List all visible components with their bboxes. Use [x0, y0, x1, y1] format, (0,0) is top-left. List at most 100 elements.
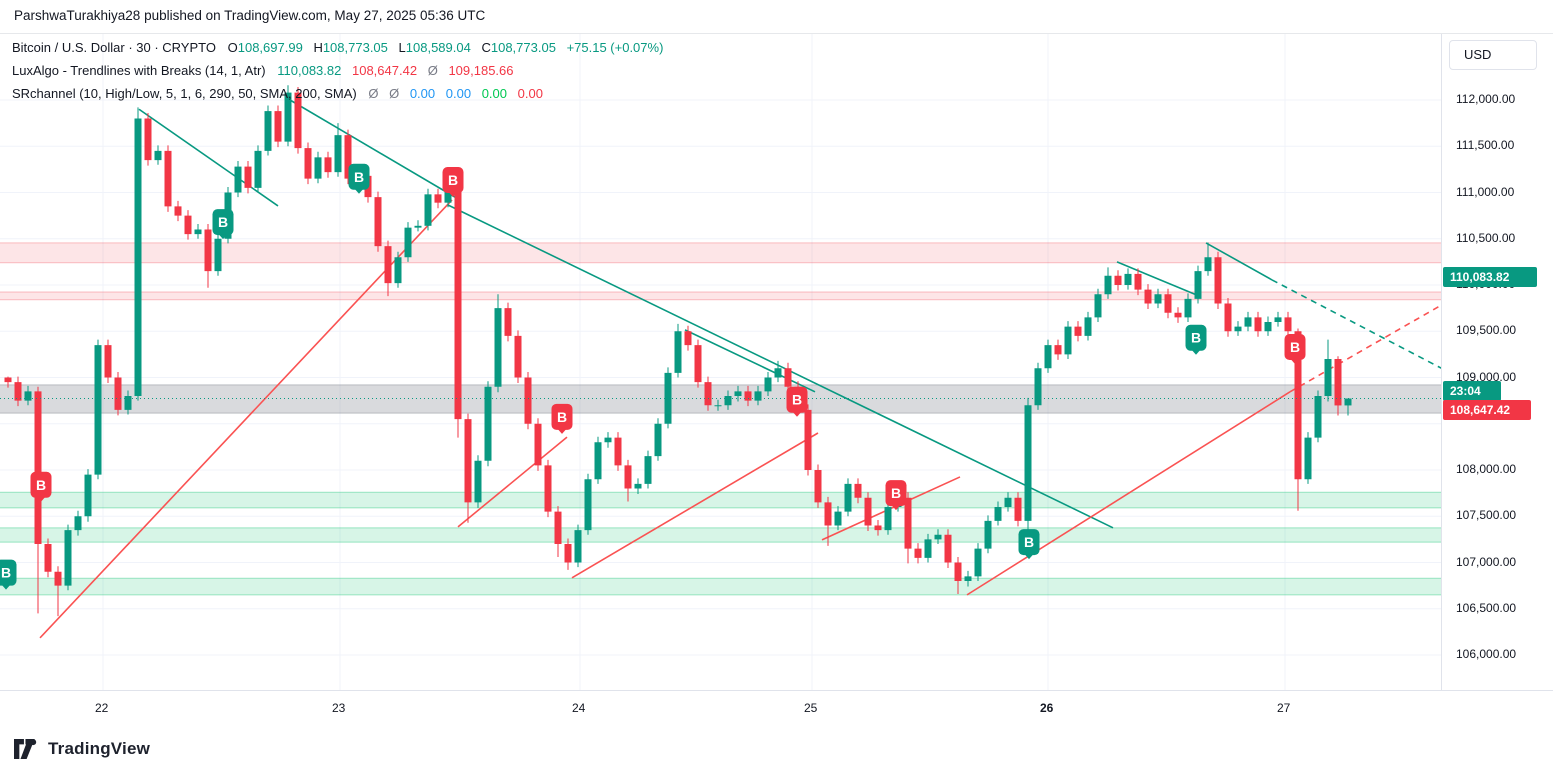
- low-value: 108,589.04: [405, 40, 471, 55]
- candle: [814, 464, 822, 508]
- downtrend-line[interactable]: [1205, 242, 1273, 281]
- svg-text:B: B: [36, 477, 46, 493]
- candle: [574, 524, 582, 568]
- legend-luxalgo-row[interactable]: LuxAlgo - Trendlines with Breaks (14, 1,…: [12, 63, 521, 78]
- srchannel-phi-2: Ø: [389, 86, 400, 101]
- header-divider: [0, 33, 1553, 34]
- candle: [834, 506, 842, 531]
- downtrend-line[interactable]: [289, 99, 456, 198]
- price-tag-bar-countdown: 23:04: [1443, 381, 1501, 402]
- candle: [1344, 398, 1352, 416]
- candle: [1164, 288, 1172, 319]
- candle: [1044, 339, 1052, 373]
- candle: [1064, 321, 1072, 359]
- candle: [804, 404, 812, 476]
- candle: [184, 210, 192, 240]
- candle: [1244, 311, 1252, 332]
- candlestick-chart[interactable]: B B B B B B B B B B B: [0, 34, 1446, 690]
- candle: [164, 145, 172, 212]
- candle: [1214, 251, 1222, 310]
- srchannel-value-4: 0.00: [517, 86, 543, 101]
- candle: [1204, 242, 1212, 276]
- tradingview-brand[interactable]: TradingView: [14, 738, 150, 760]
- candle: [94, 339, 102, 480]
- candle: [244, 161, 252, 194]
- candle: [974, 543, 982, 581]
- candle: [394, 251, 402, 288]
- price-tick-label: 110,500.00: [1456, 230, 1516, 245]
- tradingview-logo-icon: [14, 739, 37, 759]
- uptrend-line[interactable]: [571, 432, 819, 579]
- svg-text:B: B: [792, 392, 802, 408]
- candle: [644, 450, 652, 489]
- candle: [114, 371, 122, 416]
- candle: [954, 556, 962, 594]
- svg-text:B: B: [1024, 534, 1034, 550]
- candle: [1194, 265, 1202, 304]
- candle: [914, 543, 922, 564]
- candle: [334, 123, 342, 177]
- price-axis[interactable]: USD 112,000.00 111,500.00 111,000.00 110,50…: [1441, 34, 1553, 690]
- close-label: C: [481, 40, 491, 55]
- candle: [154, 145, 162, 165]
- candle: [74, 510, 82, 536]
- candle: [1184, 293, 1192, 322]
- downtrend-line[interactable]: [1116, 261, 1198, 296]
- time-tick-label: 26: [1040, 701, 1054, 715]
- candle: [414, 220, 422, 232]
- break-badge-red: B: [786, 386, 808, 417]
- break-badge-teal: B: [212, 209, 234, 240]
- candle: [774, 360, 782, 383]
- srchannel-value-3: 0.00: [481, 86, 508, 101]
- luxalgo-phi-symbol: Ø: [427, 63, 438, 78]
- candle: [634, 478, 642, 495]
- candle: [64, 524, 72, 591]
- legend-srchannel-row[interactable]: SRchannel (10, High/Low, 5, 1, 6, 290, 5…: [12, 86, 550, 101]
- candle: [944, 529, 952, 569]
- time-tick-label: 27: [1277, 701, 1291, 715]
- candle: [1094, 288, 1102, 322]
- symbol-title: Bitcoin / U.S. Dollar · 30 · CRYPTO: [12, 40, 216, 55]
- candle: [964, 570, 972, 587]
- candle: [254, 145, 262, 193]
- time-axis[interactable]: 22 23 24 25 26 27: [0, 690, 1553, 726]
- legend-symbol-row[interactable]: Bitcoin / U.S. Dollar · 30 · CRYPTO O108…: [12, 40, 670, 55]
- candle: [1174, 307, 1182, 323]
- time-tick-label: 24: [572, 701, 586, 715]
- candle: [324, 151, 332, 178]
- uptrend-line[interactable]: [966, 391, 1291, 596]
- downtrend-line[interactable]: [447, 204, 1114, 529]
- currency-usd-button[interactable]: USD: [1449, 40, 1537, 70]
- candle: [1314, 390, 1322, 443]
- candle: [144, 112, 152, 166]
- downtrend-line[interactable]: [138, 108, 279, 207]
- price-tick-label: 107,000.00: [1456, 554, 1517, 569]
- candle: [844, 478, 852, 517]
- uptrend-line[interactable]: [39, 199, 453, 639]
- candle: [1114, 270, 1122, 291]
- candle: [1104, 267, 1112, 299]
- candle: [194, 223, 202, 239]
- candle: [284, 85, 292, 147]
- candle: [434, 188, 442, 209]
- sr-band-resistance-zone-1: [0, 242, 1441, 263]
- uptrend-line[interactable]: [457, 436, 568, 528]
- break-badge-red: B: [885, 480, 907, 511]
- candle: [464, 413, 472, 523]
- candle: [274, 105, 282, 148]
- srchannel-phi-1: Ø: [368, 86, 379, 101]
- candle: [524, 371, 532, 430]
- candle: [884, 501, 892, 535]
- uptrend-line-projection[interactable]: [1289, 302, 1446, 393]
- candle: [304, 142, 312, 185]
- candle: [684, 325, 692, 351]
- candle: [14, 376, 22, 407]
- downtrend-line[interactable]: [684, 329, 816, 393]
- svg-text:B: B: [448, 172, 458, 188]
- high-label: H: [313, 40, 323, 55]
- break-badge-red: B: [1284, 333, 1306, 364]
- candle: [984, 515, 992, 554]
- candle: [344, 129, 352, 185]
- candle: [654, 418, 662, 461]
- chart-plot-area[interactable]: B B B B B B B B B B B: [0, 34, 1446, 690]
